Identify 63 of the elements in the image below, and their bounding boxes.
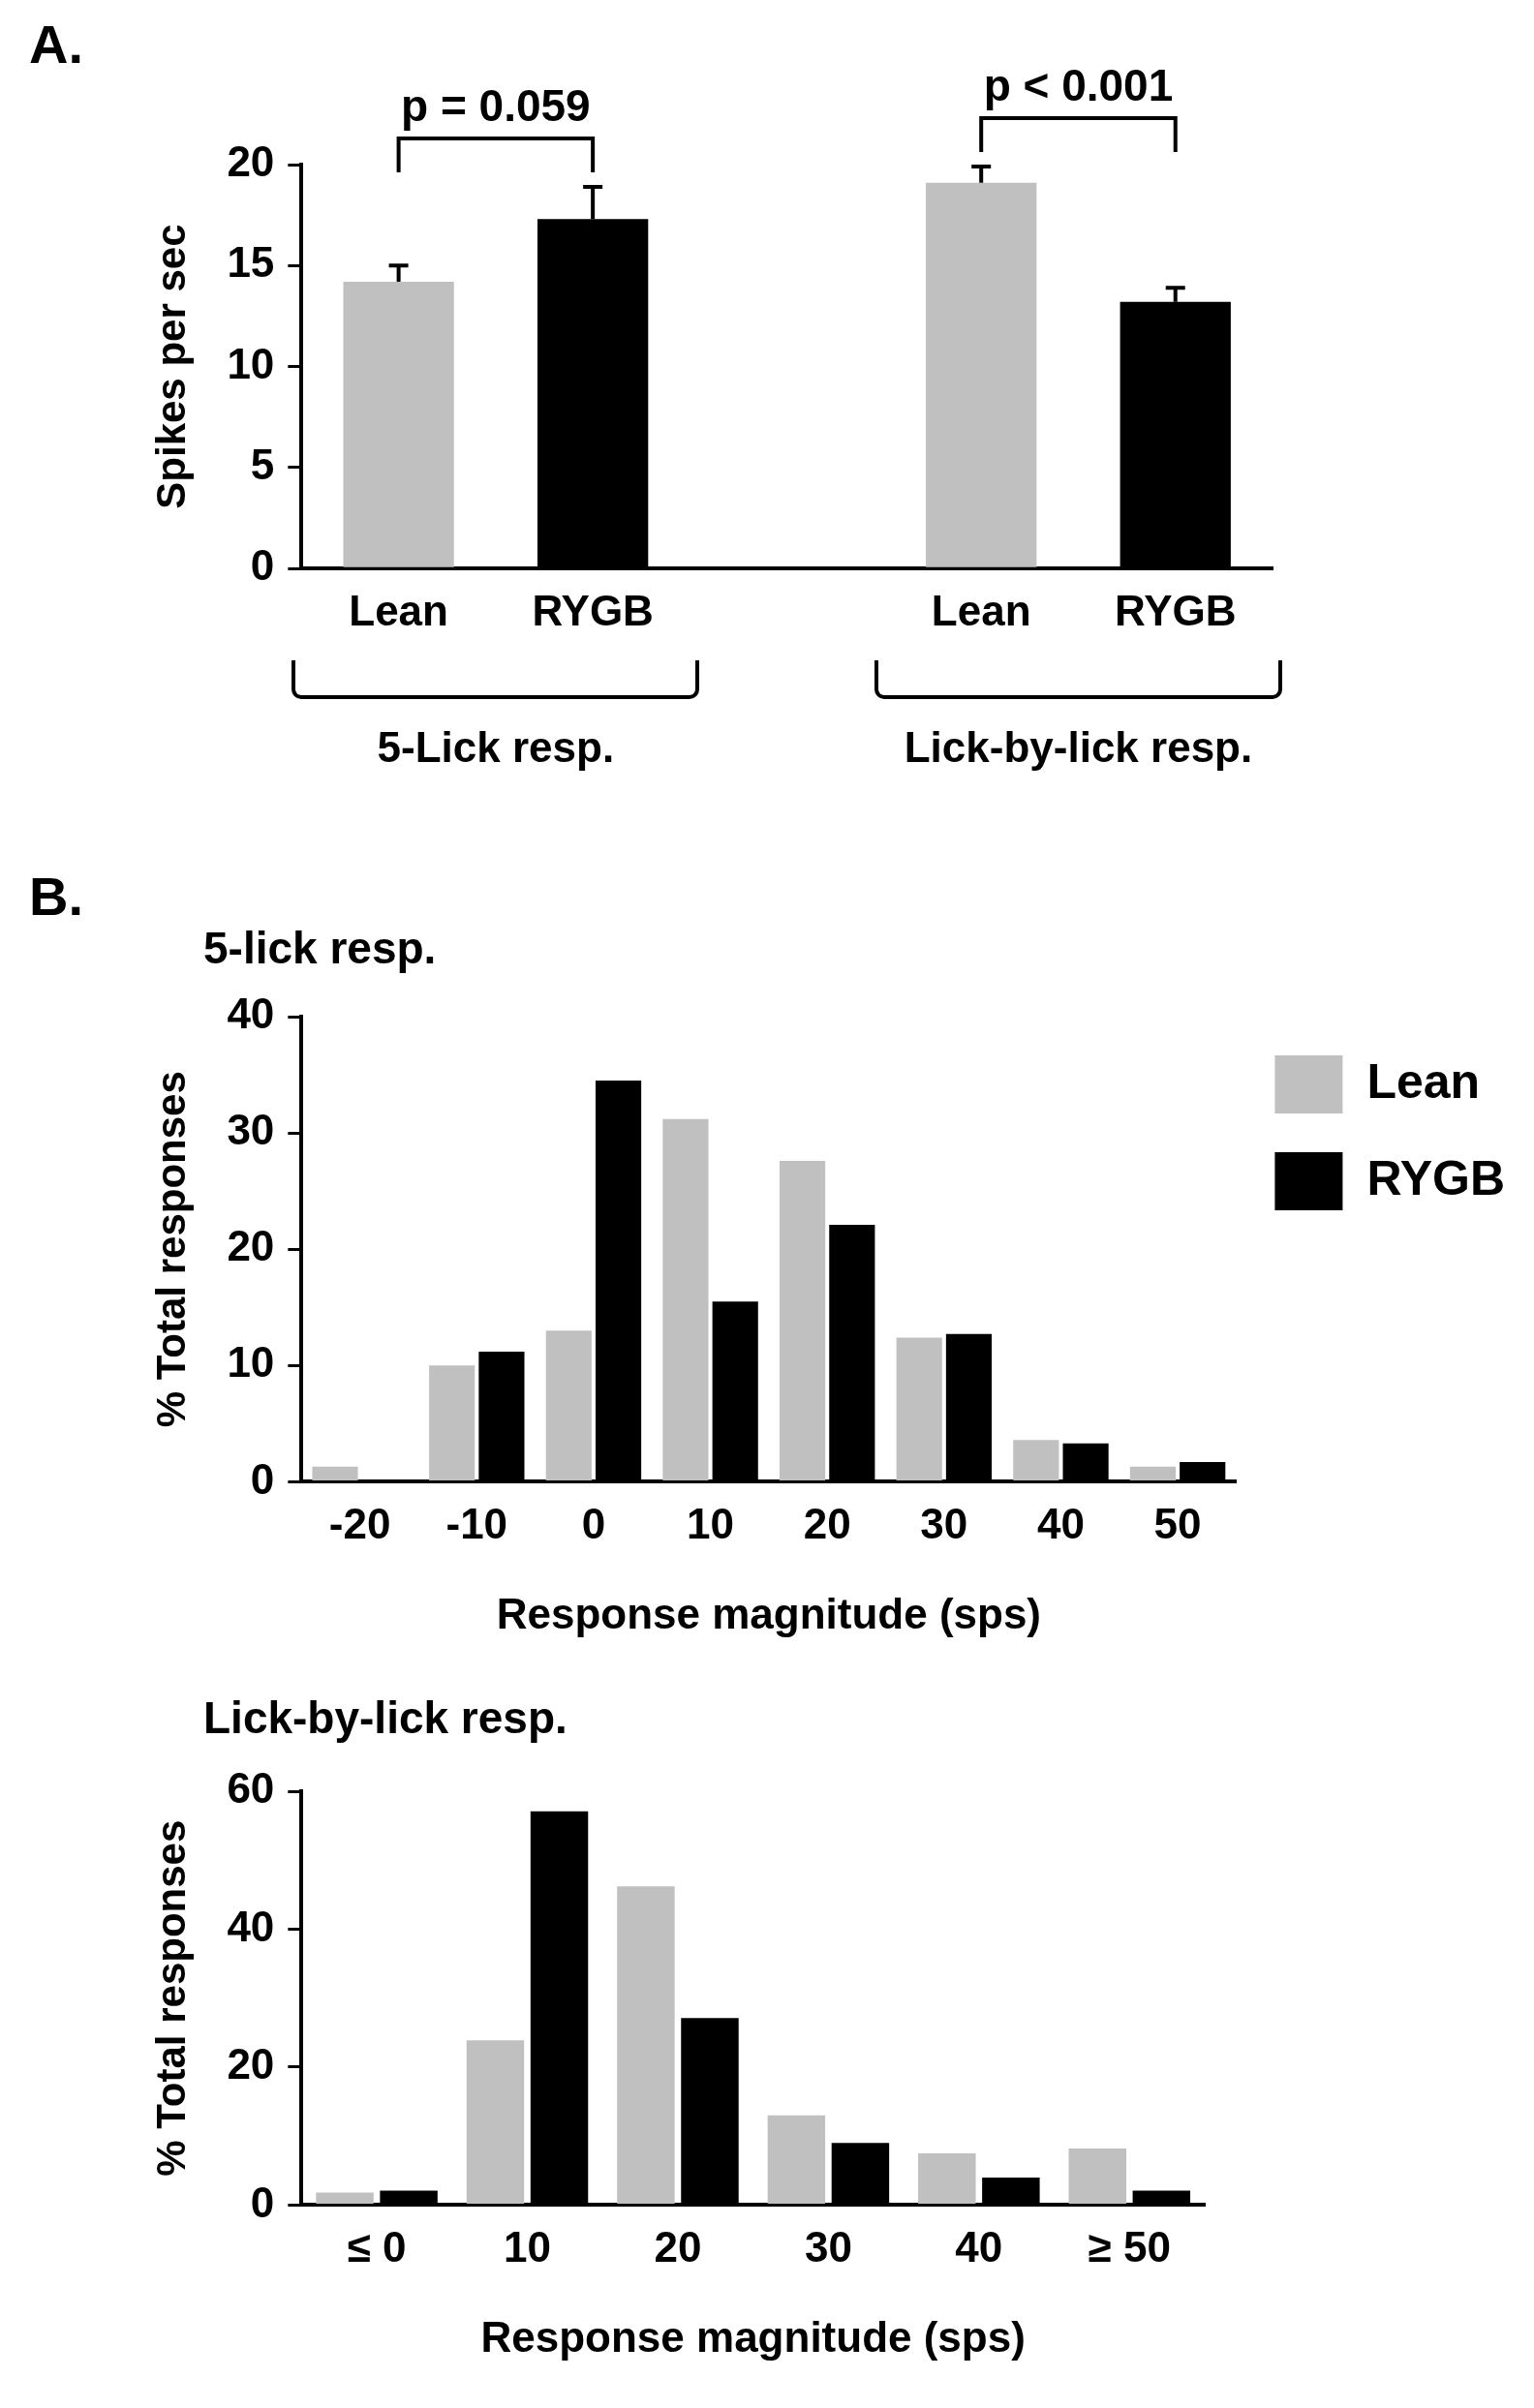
y-tick-label: 5 (250, 441, 275, 489)
bar (429, 1365, 476, 1480)
x-tick-label: 20 (654, 2222, 702, 2271)
x-tick-label: 30 (920, 1499, 968, 1547)
x-tick-label: ≤ 0 (347, 2222, 407, 2271)
text: A. (29, 14, 83, 75)
x-tick-label: 10 (687, 1499, 735, 1547)
x-tick-label: Lean (349, 586, 448, 634)
y-tick-label: 0 (250, 2178, 275, 2226)
y-tick-label: 20 (227, 2040, 275, 2088)
y-tick-label: 60 (227, 1764, 275, 1813)
x-tick-label: 10 (504, 2222, 551, 2271)
text: B. (29, 866, 83, 927)
bar (617, 1886, 675, 2204)
y-tick-label: 20 (227, 1222, 275, 1270)
y-tick-label: 10 (227, 1338, 275, 1387)
text: Lick-by-lick resp. (904, 723, 1253, 772)
x-axis-title: Response magnitude (sps) (496, 1589, 1042, 1637)
x-tick-label: 20 (803, 1499, 851, 1547)
bar (767, 2115, 826, 2204)
x-tick-label: 50 (1153, 1499, 1202, 1547)
bar (926, 182, 1037, 567)
x-tick-label: -20 (328, 1499, 391, 1547)
bar (918, 2152, 976, 2204)
bar (779, 1160, 826, 1480)
text: 5-Lick resp. (377, 723, 615, 772)
x-tick-label: Lean (931, 586, 1031, 634)
y-axis-title: Spikes per sec (147, 224, 194, 509)
y-tick-label: 40 (227, 990, 275, 1038)
y-tick-label: 40 (227, 1902, 275, 1950)
y-tick-label: 20 (227, 137, 275, 186)
x-axis-title: Response magnitude (sps) (480, 2312, 1026, 2361)
x-tick-label: -10 (445, 1499, 508, 1547)
x-tick-label: 0 (581, 1499, 606, 1547)
y-tick-label: 0 (250, 541, 275, 590)
x-tick-label: 40 (955, 2222, 1003, 2271)
chart-title: Lick-by-lick resp. (203, 1692, 568, 1743)
bar (343, 281, 454, 567)
bar (312, 1466, 358, 1480)
bar (662, 1118, 709, 1480)
bar (545, 1330, 592, 1480)
y-axis-title: % Total responses (147, 1819, 194, 2177)
y-axis-title: % Total responses (147, 1071, 194, 1428)
y-tick-label: 30 (227, 1106, 275, 1154)
bar (1068, 2148, 1126, 2204)
text: p < 0.001 (983, 60, 1174, 111)
legend-label: Lean (1366, 1053, 1481, 1109)
x-tick-label: ≥ 50 (1088, 2222, 1171, 2271)
x-tick-label: RYGB (532, 586, 654, 634)
y-tick-label: 15 (227, 238, 275, 287)
legend-label: RYGB (1366, 1150, 1506, 1205)
bar (1129, 1466, 1177, 1480)
y-tick-label: 0 (250, 1454, 275, 1503)
bar (896, 1337, 942, 1480)
chart-title: 5-lick resp. (203, 923, 437, 973)
text: p = 0.059 (401, 79, 591, 131)
x-tick-label: RYGB (1114, 586, 1237, 634)
x-tick-label: 40 (1036, 1499, 1085, 1547)
bar (1013, 1440, 1059, 1480)
y-tick-label: 10 (227, 339, 275, 387)
bar (316, 2192, 374, 2204)
x-tick-label: 30 (804, 2222, 852, 2271)
bar (466, 2040, 525, 2204)
